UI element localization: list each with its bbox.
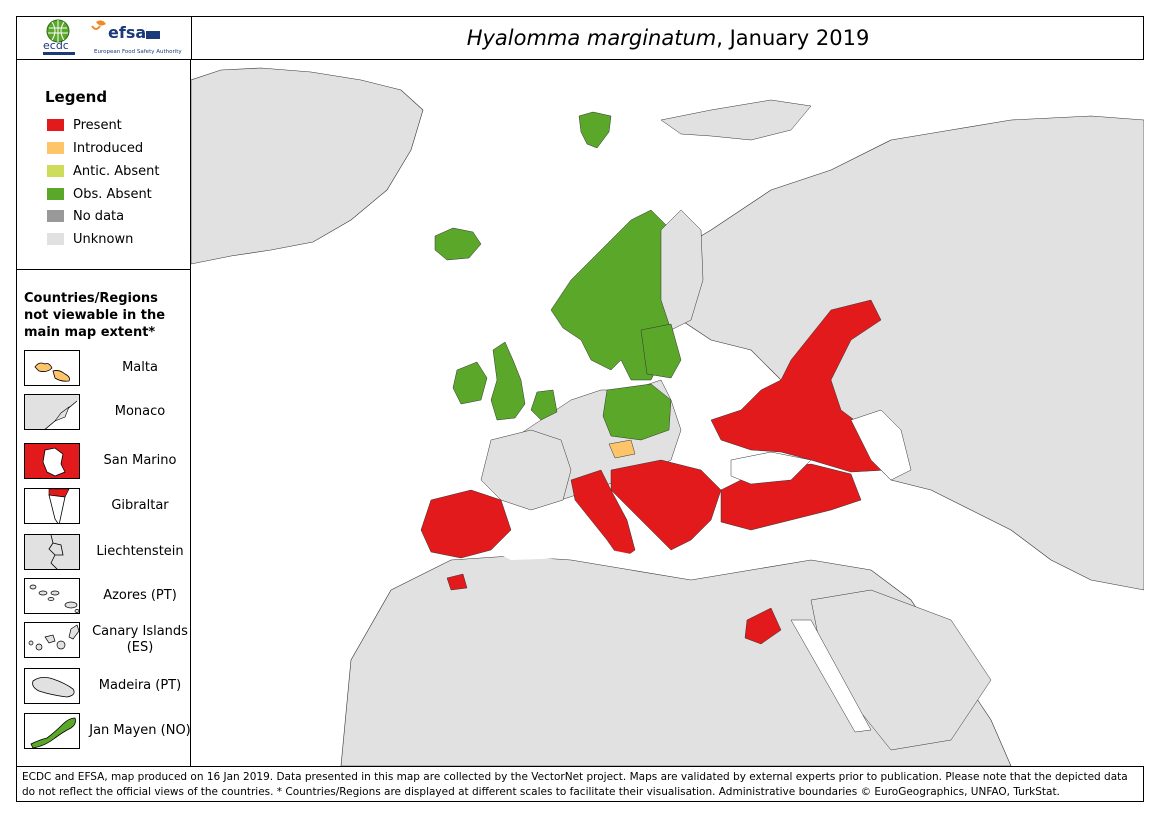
- inset-map-gibraltar: [24, 488, 80, 524]
- legend-label: Obs. Absent: [73, 186, 152, 202]
- inset-map-liechtenstein: [24, 534, 80, 570]
- inset-malta: Malta: [24, 350, 190, 386]
- efsa-logo-text: efsa: [108, 23, 146, 42]
- legend: Legend Present Introduced Antic. Absent …: [16, 60, 190, 270]
- title-date: , January 2019: [716, 25, 870, 50]
- inset-map-jan-mayen: [24, 713, 80, 749]
- inset-label: Monaco: [114, 404, 166, 419]
- inset-map-madeira: [24, 668, 80, 704]
- inset-label: Madeira (PT): [98, 678, 182, 693]
- greenland: [191, 67, 424, 265]
- legend-swatch: [47, 165, 64, 177]
- russia-asia: [660, 115, 1144, 591]
- inset-label: Jan Mayen (NO): [89, 723, 191, 738]
- legend-label: Antic. Absent: [73, 163, 160, 179]
- legend-item-obs-absent: Obs. Absent: [47, 186, 152, 202]
- inset-monaco: Monaco: [24, 394, 190, 430]
- inset-label: Malta: [122, 360, 158, 375]
- legend-swatch: [47, 142, 64, 154]
- inset-map-monaco: [24, 394, 80, 430]
- legend-item-present: Present: [47, 117, 122, 133]
- main-map: [191, 60, 1144, 766]
- poland: [602, 383, 672, 441]
- inset-san-marino: San Marino: [24, 443, 190, 479]
- ecdc-logo: ecdc: [43, 19, 75, 55]
- title-species: Hyalomma marginatum: [466, 25, 717, 50]
- baltic-states: [640, 323, 682, 379]
- netherlands: [530, 389, 558, 421]
- inset-map-canary-islands: [24, 622, 80, 658]
- black-sea: [730, 451, 812, 485]
- logo-graphics: ecdc efsa European Food Safety Authority: [43, 19, 182, 55]
- mediterranean: [491, 540, 801, 572]
- inset-canary-islands: Canary Islands (ES): [24, 622, 190, 658]
- inset-label: Azores (PT): [103, 588, 177, 603]
- legend-swatch: [47, 233, 64, 245]
- legend-swatch: [47, 188, 64, 200]
- efsa-logo-subtitle: European Food Safety Authority: [94, 49, 182, 55]
- inset-map-malta: [24, 350, 80, 386]
- caspian-sea: [850, 409, 912, 481]
- footer-credits: ECDC and EFSA, map produced on 16 Jan 20…: [16, 766, 1144, 802]
- inset-map-azores: [24, 578, 80, 614]
- legend-swatch: [47, 119, 64, 131]
- svalbard: [578, 111, 612, 149]
- logos: ecdc efsa European Food Safety Authority: [16, 16, 192, 59]
- header: ecdc efsa European Food Safety Authority…: [16, 16, 1144, 60]
- inset-azores: Azores (PT): [24, 578, 190, 614]
- inset-map-san-marino: [24, 443, 80, 479]
- map-svg: [191, 60, 1144, 766]
- legend-label: Introduced: [73, 140, 144, 156]
- legend-item-introduced: Introduced: [47, 140, 144, 156]
- novaya-zemlya: [660, 99, 812, 141]
- france: [480, 429, 572, 511]
- map-title: Hyalomma marginatum, January 2019: [192, 16, 1144, 59]
- inset-gibraltar: Gibraltar: [24, 488, 190, 524]
- legend-title: Legend: [45, 88, 108, 106]
- ecdc-logo-text: ecdc: [43, 39, 69, 52]
- red-sea: [790, 619, 872, 733]
- legend-item-antic-absent: Antic. Absent: [47, 163, 160, 179]
- inset-label: San Marino: [103, 453, 177, 468]
- inset-label: Liechtenstein: [96, 544, 184, 559]
- sidebar: Legend Present Introduced Antic. Absent …: [16, 60, 191, 766]
- russia-karelia: [660, 209, 704, 331]
- inset-madeira: Madeira (PT): [24, 668, 190, 704]
- egypt-nile: [744, 607, 782, 645]
- czechia: [608, 439, 636, 459]
- efsa-logo: efsa European Food Safety Authority: [91, 20, 182, 55]
- inset-jan-mayen: Jan Mayen (NO): [24, 713, 191, 749]
- morocco-region: [446, 573, 468, 591]
- legend-label: Unknown: [73, 231, 134, 247]
- legend-swatch: [47, 210, 64, 222]
- inset-label: Gibraltar: [111, 498, 169, 513]
- legend-item-no-data: No data: [47, 208, 125, 224]
- legend-label: No data: [73, 208, 125, 224]
- balkans: [610, 459, 722, 551]
- inset-liechtenstein: Liechtenstein: [24, 534, 190, 570]
- iceland: [434, 227, 482, 261]
- ukraine-russia-south: [710, 299, 888, 473]
- inset-label: Canary Islands (ES): [92, 624, 188, 655]
- ireland: [452, 361, 488, 405]
- regions-title: Countries/Regions not viewable in the ma…: [24, 291, 166, 340]
- legend-item-unknown: Unknown: [47, 231, 134, 247]
- great-britain: [490, 341, 526, 421]
- legend-label: Present: [73, 117, 122, 133]
